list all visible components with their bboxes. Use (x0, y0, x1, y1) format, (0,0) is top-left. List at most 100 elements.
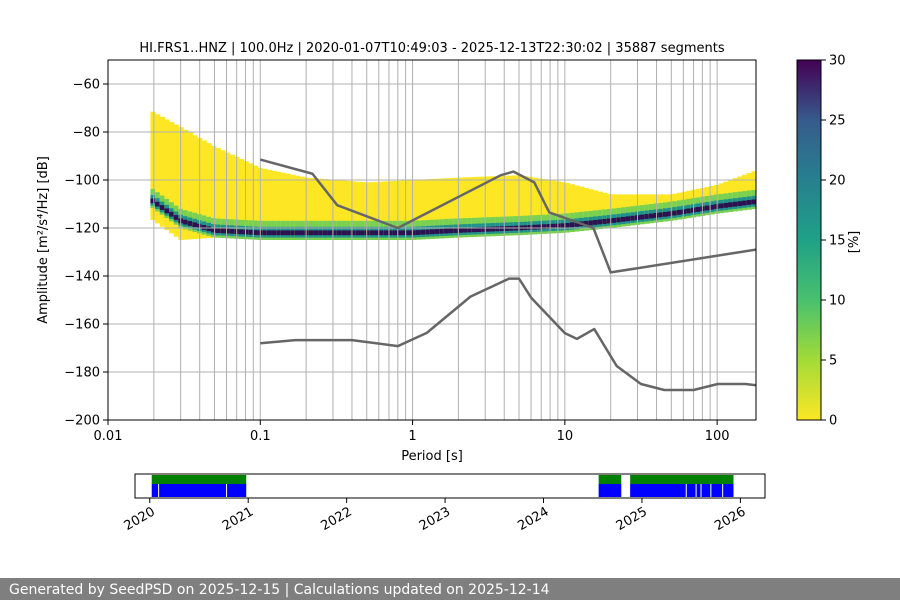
density-column (252, 165, 259, 238)
density-column-peak (271, 230, 277, 236)
density-column (592, 190, 599, 226)
density-column-peak (453, 228, 459, 233)
density-column-peak (499, 226, 506, 232)
density-column (280, 172, 287, 238)
density-column (332, 179, 338, 237)
density-column-peak (327, 230, 333, 236)
x-tick-label: 10 (557, 429, 574, 444)
density-column-peak (150, 198, 156, 204)
colorbar-tick-label: 15 (829, 234, 846, 249)
colorbar-tick-label: 10 (829, 294, 846, 309)
timeline-available-bar (151, 475, 247, 484)
density-column (229, 154, 235, 238)
density-column (537, 178, 543, 231)
density-column (336, 180, 343, 237)
density-column-peak (192, 222, 198, 228)
density-column-peak (280, 230, 287, 236)
density-column (732, 178, 738, 204)
chart-title: HI.FRS1..HNZ | 100.0Hz | 2020-01-07T10:4… (139, 41, 724, 56)
colorbar-label: [%] (847, 231, 862, 254)
density-column-peak (164, 208, 170, 214)
density-column-peak (322, 230, 329, 236)
density-column-peak (429, 229, 436, 235)
density-column-peak (457, 227, 464, 233)
density-column-peak (285, 230, 291, 236)
density-column (588, 189, 594, 227)
density-column-peak (672, 210, 678, 216)
footer: Generated by SeedPSD on 2025-12-15 | Cal… (0, 578, 900, 600)
density-column (173, 124, 179, 237)
colorbar-tick-label: 20 (829, 174, 846, 189)
density-column-peak (658, 212, 664, 218)
density-column-peak (695, 207, 701, 212)
y-tick-label: −80 (73, 126, 100, 141)
timeline-tick-label: 2022 (318, 504, 354, 534)
x-tick-label: 0.01 (94, 429, 123, 444)
density-column (187, 132, 193, 240)
density-column-peak (276, 230, 282, 236)
density-column-peak (462, 227, 468, 233)
density-column (578, 186, 585, 228)
density-column-peak (252, 230, 259, 235)
density-column-peak (751, 199, 756, 205)
x-axis-ticks: 0.01 0.1 1 10 100 (94, 420, 730, 444)
psd-figure: HI.FRS1..HNZ | 100.0Hz | 2020-01-07T10:4… (36, 41, 862, 534)
density-column (220, 150, 226, 238)
density-column (201, 140, 207, 239)
timeline-tick-label: 2023 (417, 504, 453, 534)
timeline-available-bar (630, 475, 734, 484)
density-column-peak (211, 227, 217, 233)
density-column (513, 175, 520, 231)
density-column-peak (667, 211, 673, 217)
density-column (169, 122, 175, 234)
density-column-peak (224, 228, 231, 234)
y-tick-label: −160 (64, 318, 100, 333)
density-column (248, 163, 254, 238)
density-column (509, 175, 515, 231)
y-tick-label: −180 (64, 366, 100, 381)
density-column-peak (350, 230, 357, 236)
density-column-peak (681, 209, 687, 215)
density-column-peak (662, 211, 669, 217)
density-column-peak (238, 229, 245, 235)
density-column-peak (183, 219, 189, 225)
density-column-peak (369, 230, 375, 236)
density-column (728, 179, 734, 204)
density-column (569, 184, 575, 230)
density-column-peak (569, 222, 575, 228)
density-column (155, 114, 161, 224)
density-column-peak (439, 228, 445, 234)
density-column-peak (266, 230, 273, 236)
timeline-ticks: 2020 2021 2022 2023 2024 2025 2026 (122, 498, 748, 534)
density-column (546, 179, 552, 231)
density-column (453, 177, 459, 233)
density-column-peak (481, 227, 487, 232)
density-column-peak (248, 229, 254, 235)
timeline-processed-bar (598, 484, 622, 497)
density-column-peak (490, 226, 496, 232)
density-column-peak (546, 224, 552, 229)
density-column-peak (639, 214, 645, 220)
density-column-peak (187, 221, 193, 226)
density-column-peak (602, 219, 608, 224)
density-column (415, 179, 422, 235)
density-column (448, 177, 454, 234)
density-column-peak (290, 230, 296, 236)
density-column (374, 181, 380, 236)
density-column-peak (346, 230, 352, 236)
density-column-peak (620, 216, 627, 222)
density-column-peak (704, 205, 711, 211)
density-column-peak (243, 229, 249, 235)
density-column-peak (611, 218, 617, 223)
density-column (224, 152, 231, 238)
density-column (406, 180, 412, 236)
density-column-peak (201, 225, 207, 230)
density-column (159, 116, 166, 227)
density-column-peak (341, 230, 347, 236)
density-column-peak (574, 221, 580, 227)
density-column (485, 176, 492, 232)
density-column (574, 185, 580, 229)
x-tick-label: 0.1 (250, 429, 271, 444)
density-column-peak (155, 201, 161, 207)
timeline-tick-label: 2021 (220, 504, 256, 534)
